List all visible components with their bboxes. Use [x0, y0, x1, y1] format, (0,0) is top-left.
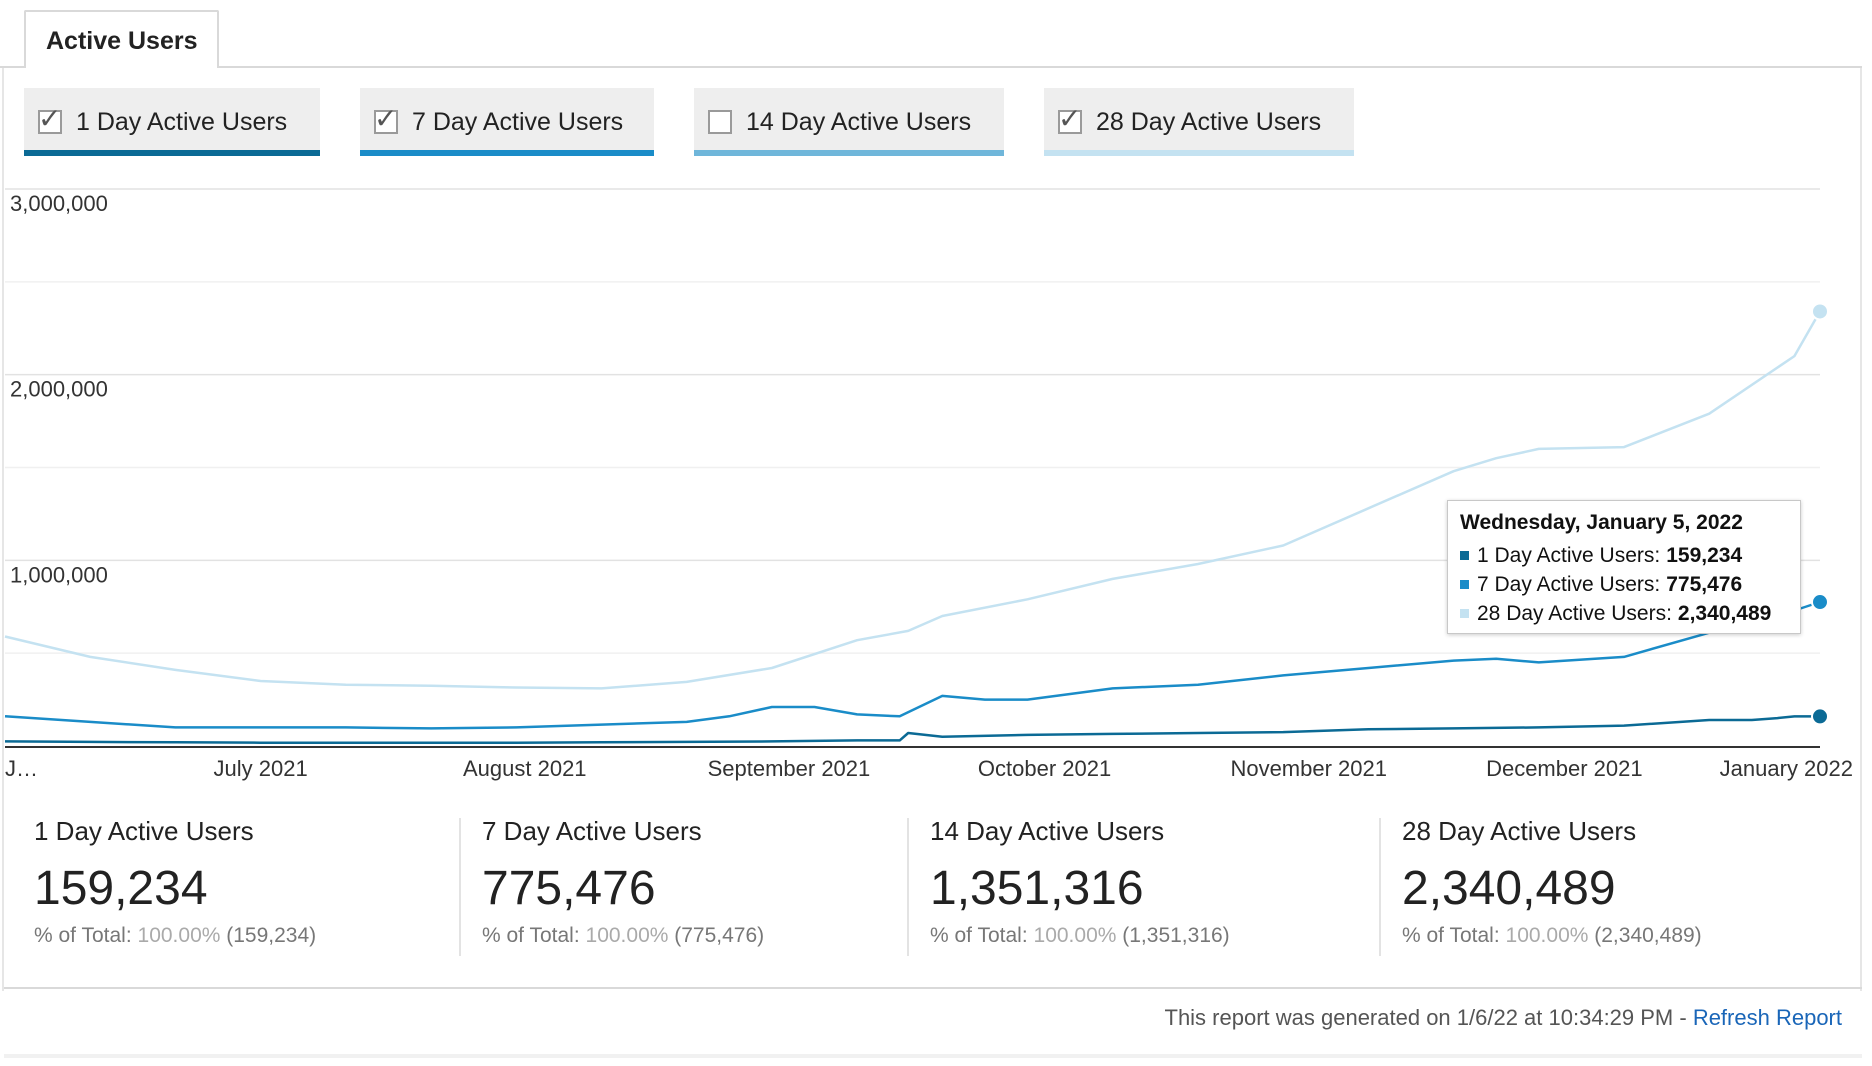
scorecard-1-day: 1 Day Active Users 159,234 % of Total: 1…	[34, 816, 316, 958]
toggle-14-day-active-users[interactable]: 14 Day Active Users	[694, 88, 1004, 156]
toggle-7-day-active-users[interactable]: ✓ 7 Day Active Users	[360, 88, 654, 156]
toggle-1-day-active-users[interactable]: ✓ 1 Day Active Users	[24, 88, 320, 156]
scorecard-label: 7 Day Active Users	[482, 816, 702, 846]
data-point-marker	[1811, 593, 1829, 612]
tooltip-series-value: 775,476	[1666, 572, 1743, 596]
data-point-marker	[1811, 302, 1829, 321]
series-color-bar	[694, 150, 1004, 156]
scorecard-divider	[459, 818, 461, 956]
series-swatch	[1460, 551, 1469, 560]
checkmark-icon: ✓	[38, 103, 62, 134]
pct-total: (2,340,489)	[1588, 924, 1702, 947]
footer-divider	[4, 987, 1862, 989]
tooltip-row: 28 Day Active Users:2,340,489	[1460, 599, 1788, 628]
line-chart: 1,000,000 2,000,000 3,000,000 J… July 2021 Au…	[4, 188, 1853, 781]
scorecard-divider	[1379, 818, 1381, 956]
series-color-bar	[360, 150, 654, 156]
pct-total: (159,234)	[220, 924, 317, 947]
pct-value: 100.00%	[137, 924, 221, 947]
y-tick-label: 2,000,000	[10, 377, 108, 402]
scorecard-value: 159,234	[34, 862, 208, 915]
series-color-bar	[1044, 150, 1354, 156]
refresh-report-link[interactable]: Refresh Report	[1692, 1005, 1842, 1030]
scorecard-percent: % of Total: 100.00% (1,351,316)	[930, 924, 1230, 948]
data-point-marker	[1811, 707, 1829, 726]
toggle-label: 1 Day Active Users	[76, 107, 288, 136]
x-tick-label: J…	[5, 756, 38, 781]
pct-prefix: % of Total:	[1402, 924, 1506, 947]
tooltip-row: 1 Day Active Users:159,234	[1460, 541, 1788, 570]
x-tick-label: September 2021	[708, 756, 871, 781]
tooltip-series-name: 1 Day Active Users	[1477, 543, 1655, 567]
scorecard-label: 1 Day Active Users	[34, 816, 254, 846]
x-tick-label: October 2021	[978, 756, 1111, 781]
series-line	[4, 310, 1822, 690]
x-tick-label: January 2022	[1720, 756, 1853, 781]
scorecard-percent: % of Total: 100.00% (159,234)	[34, 924, 316, 948]
scorecard-value: 1,351,316	[930, 862, 1144, 915]
x-tick-label: July 2021	[214, 756, 308, 781]
tooltip-series-value: 2,340,489	[1677, 601, 1772, 625]
x-tick-label: December 2021	[1486, 756, 1643, 781]
pct-prefix: % of Total:	[482, 924, 586, 947]
checkbox[interactable]: ✓	[38, 104, 62, 134]
tooltip-series-name: 28 Day Active Users	[1477, 601, 1667, 625]
tooltip-date: Wednesday, January 5, 2022	[1460, 511, 1743, 534]
series-swatch	[1460, 609, 1469, 618]
generated-text: This report was generated on 1/6/22 at 1…	[1164, 1005, 1693, 1030]
pct-prefix: % of Total:	[34, 924, 138, 947]
scorecard-value: 775,476	[482, 862, 656, 915]
tooltip-row: 7 Day Active Users:775,476	[1460, 570, 1788, 599]
pct-value: 100.00%	[1505, 924, 1589, 947]
scorecard-label: 28 Day Active Users	[1402, 816, 1637, 846]
scorecard-7-day: 7 Day Active Users 775,476 % of Total: 1…	[482, 816, 764, 958]
panel-left-border	[2, 68, 4, 991]
y-tick-label: 3,000,000	[10, 191, 108, 216]
pct-value: 100.00%	[585, 924, 669, 947]
checkmark-icon: ✓	[1058, 103, 1082, 134]
checkbox[interactable]: ✓	[1058, 104, 1082, 134]
scorecard-divider	[907, 818, 909, 956]
toggle-label: 14 Day Active Users	[746, 107, 972, 136]
checkbox[interactable]: ✓	[374, 104, 398, 134]
checkmark-icon: ✓	[374, 103, 398, 134]
tooltip-series-value: 159,234	[1666, 543, 1743, 567]
scorecard-14-day: 14 Day Active Users 1,351,316 % of Total…	[930, 816, 1230, 958]
toggle-label: 7 Day Active Users	[412, 107, 624, 136]
scorecard-value: 2,340,489	[1402, 862, 1616, 915]
series-swatch	[1460, 580, 1469, 589]
pct-total: (775,476)	[668, 924, 765, 947]
x-tick-label: November 2021	[1230, 756, 1387, 781]
y-tick-label: 1,000,000	[10, 562, 108, 587]
chart-tooltip: Wednesday, January 5, 2022 1 Day Active …	[1447, 500, 1801, 634]
tab-active-users[interactable]: Active Users	[24, 10, 220, 68]
tooltip-series-name: 7 Day Active Users	[1477, 572, 1655, 596]
x-tick-label: August 2021	[463, 756, 587, 781]
toggle-28-day-active-users[interactable]: ✓ 28 Day Active Users	[1044, 88, 1354, 156]
tab-bar: Active Users	[0, 0, 1872, 68]
scorecard-28-day: 28 Day Active Users 2,340,489 % of Total…	[1402, 816, 1702, 958]
panel-right-border	[1860, 68, 1862, 991]
series-line	[4, 715, 1820, 745]
report-footer: This report was generated on 1/6/22 at 1…	[1165, 1005, 1843, 1031]
series-color-bar	[24, 150, 320, 156]
scorecard-label: 14 Day Active Users	[930, 816, 1165, 846]
bottom-strip	[4, 1054, 1862, 1058]
scorecard-percent: % of Total: 100.00% (2,340,489)	[1402, 924, 1702, 948]
tab-underline	[0, 66, 1862, 68]
pct-total: (1,351,316)	[1116, 924, 1230, 947]
scorecard-row: 1 Day Active Users 159,234 % of Total: 1…	[0, 800, 1872, 990]
pct-value: 100.00%	[1033, 924, 1117, 947]
pct-prefix: % of Total:	[930, 924, 1034, 947]
toggle-label: 28 Day Active Users	[1096, 107, 1322, 136]
scorecard-percent: % of Total: 100.00% (775,476)	[482, 924, 764, 948]
series-line	[4, 600, 1821, 730]
checkbox[interactable]	[708, 110, 732, 134]
